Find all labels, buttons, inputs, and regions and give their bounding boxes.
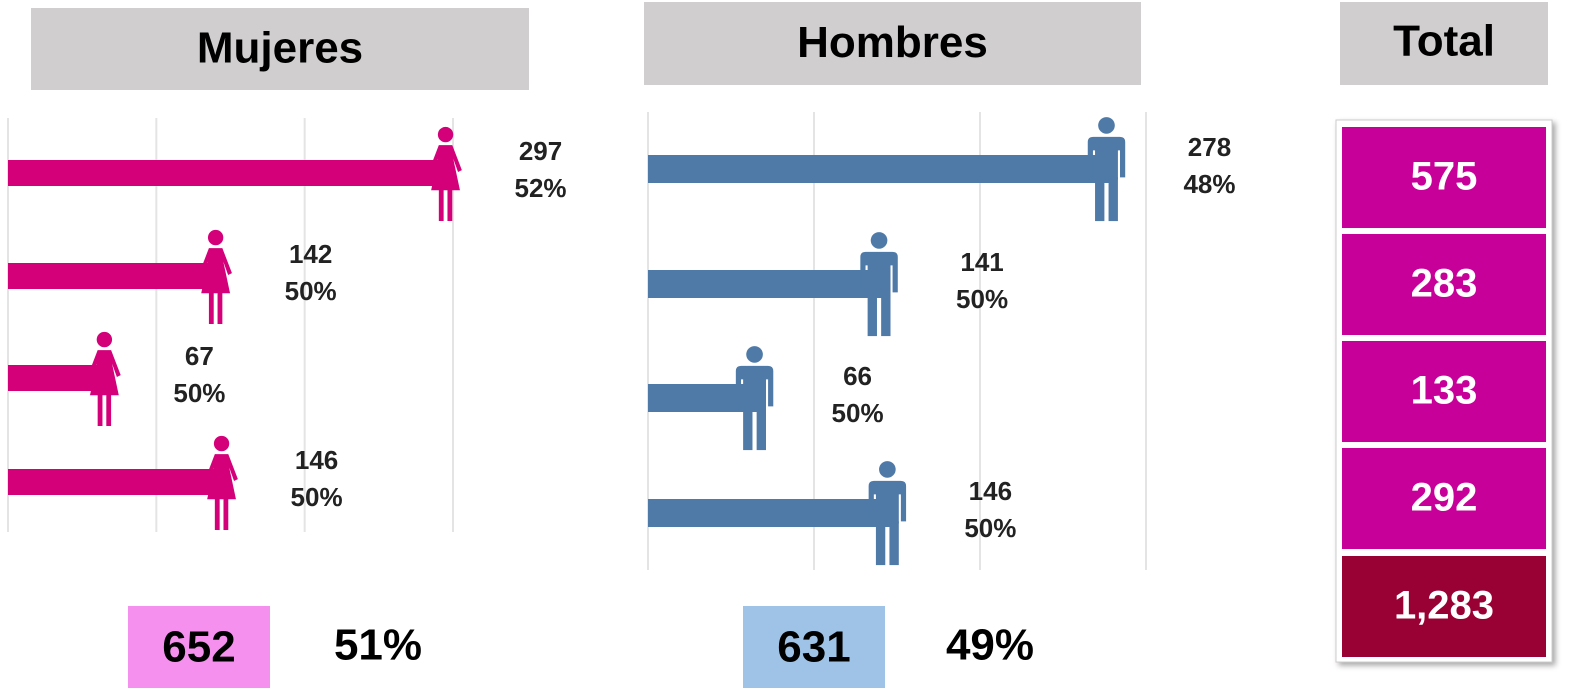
- total-cell-value: 292: [1411, 476, 1478, 520]
- chart-title: Hombres: [797, 18, 988, 67]
- total-share: 49%: [946, 621, 1034, 670]
- percent-label: 50%: [291, 482, 343, 512]
- total-cell-value: 133: [1411, 369, 1478, 413]
- value-label: 146: [295, 445, 338, 475]
- total-value: 631: [777, 623, 850, 672]
- percent-label: 50%: [956, 284, 1008, 314]
- percent-label: 50%: [285, 276, 337, 306]
- bar: [648, 270, 883, 298]
- value-label: 141: [960, 247, 1003, 277]
- value-label: 278: [1188, 132, 1231, 162]
- total-box: [743, 606, 885, 688]
- total-cell: [1342, 448, 1546, 549]
- total-cell-value: 575: [1411, 155, 1478, 199]
- value-label: 297: [519, 136, 562, 166]
- percent-label: 50%: [964, 513, 1016, 543]
- person-icon: [429, 126, 462, 221]
- chart-title: Mujeres: [197, 24, 363, 73]
- header-box: [31, 8, 529, 90]
- total-cell: [1342, 127, 1546, 228]
- person-icon: [735, 346, 774, 451]
- person-icon: [88, 331, 121, 426]
- value-label: 142: [289, 239, 332, 269]
- total-box: [128, 606, 270, 688]
- person-icon: [868, 461, 907, 566]
- total-cell-value: 283: [1411, 262, 1478, 306]
- person-icon: [860, 232, 898, 337]
- grand-total-cell: [1342, 556, 1546, 657]
- header-box: [1340, 2, 1548, 85]
- total-cell: [1342, 234, 1546, 335]
- person-icon: [1087, 117, 1126, 222]
- person-icon: [199, 229, 232, 324]
- bar: [8, 263, 219, 289]
- percent-label: 52%: [515, 173, 567, 203]
- grand-total-value: 1,283: [1394, 584, 1494, 628]
- percent-label: 50%: [832, 398, 884, 428]
- person-icon: [205, 435, 238, 530]
- percent-label: 48%: [1183, 169, 1235, 199]
- bar: [648, 499, 891, 527]
- bar: [648, 384, 758, 412]
- value-label: 66: [843, 361, 872, 391]
- total-cell: [1342, 341, 1546, 442]
- bar: [8, 469, 225, 495]
- header-box: [644, 2, 1141, 85]
- total-value: 652: [162, 623, 235, 672]
- total-share: 51%: [334, 621, 422, 670]
- totals-title: Total: [1393, 17, 1495, 66]
- bar: [8, 160, 449, 186]
- bar: [648, 155, 1110, 183]
- value-label: 146: [969, 476, 1012, 506]
- value-label: 67: [185, 341, 214, 371]
- percent-label: 50%: [173, 378, 225, 408]
